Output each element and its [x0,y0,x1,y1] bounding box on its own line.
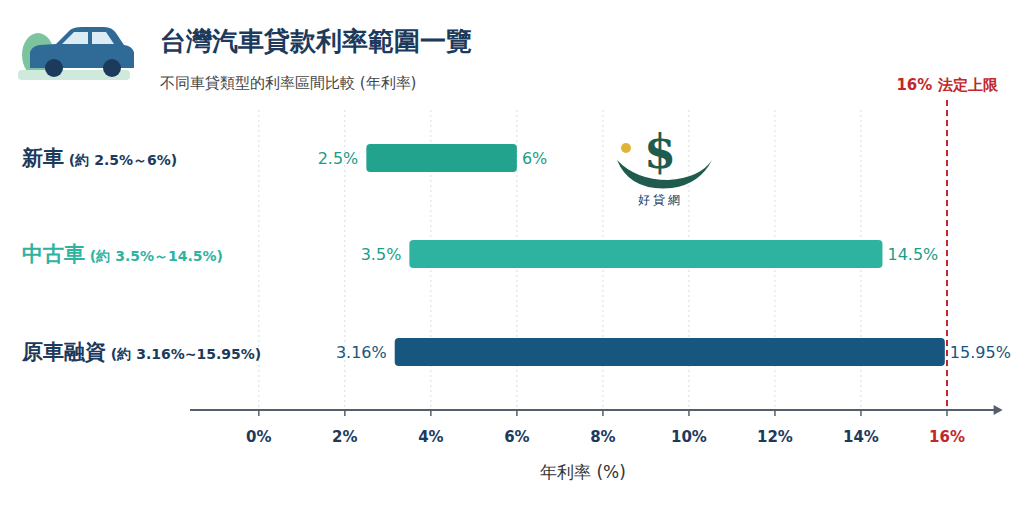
category-note: (約 3.16%~15.95%) [106,346,261,362]
x-tick-label: 8% [590,428,615,446]
range-bar [366,144,517,172]
grid-line [258,110,259,410]
axis-arrow [994,405,1003,415]
title: 台灣汽車貸款利率範圍一覽 [160,26,472,56]
x-tick-label: 16% [929,428,965,446]
x-tick-label: 14% [843,428,879,446]
range-bar [409,240,882,268]
limit-label: 16% 法定上限 [896,76,998,94]
data-label-low: 3.16% [336,343,387,362]
x-tick [430,410,432,416]
limit-line [946,100,948,410]
car-icon [18,27,134,80]
category-main: 原車融資 [21,340,106,364]
category-label: 原車融資 (約 3.16%~15.95%) [21,340,261,364]
x-tick-label: 0% [246,428,271,446]
data-label-high: 15.95% [950,343,1011,362]
category-note: (約 3.5%～14.5%) [85,248,223,264]
watermark: $ 好貸網 [617,125,712,207]
x-tick [602,410,604,416]
x-tick [344,410,346,416]
category-note: (約 2.5%～6%) [64,152,177,168]
logo-sun [621,143,631,153]
category-label: 中古車 (約 3.5%～14.5%) [22,242,223,266]
icon-car-window [62,32,114,44]
bars [366,144,944,366]
category-main: 新車 [21,146,64,170]
data-label-low: 2.5% [318,149,359,168]
x-tick [516,410,518,416]
x-tick [860,410,862,416]
x-tick [688,410,690,416]
x-tick-label: 2% [332,428,357,446]
category-main: 中古車 [22,242,85,266]
x-axis [190,409,999,411]
icon-wheel [103,59,121,77]
category-label: 新車 (約 2.5%～6%) [21,146,177,170]
x-tick [258,410,260,416]
logo-text: 好貸網 [638,193,683,207]
chart: 台灣汽車貸款利率範圍一覽不同車貸類型的利率區間比較 (年利率) $ 好貸網 新車 (約… [0,0,1024,512]
x-tick [774,410,776,416]
data-label-high: 14.5% [887,245,938,264]
x-tick-label: 4% [418,428,443,446]
x-tick-label: 12% [757,428,793,446]
x-tick-label: 10% [671,428,707,446]
data-label-high: 6% [522,149,547,168]
x-axis-title: 年利率 (%) [540,462,626,482]
subtitle: 不同車貸類型的利率區間比較 (年利率) [160,74,416,92]
x-tick [946,410,948,416]
x-tick-label: 6% [504,428,529,446]
range-bar [395,338,945,366]
icon-wheel [45,59,63,77]
logo-symbol: $ [644,125,676,179]
data-label-low: 3.5% [361,245,402,264]
